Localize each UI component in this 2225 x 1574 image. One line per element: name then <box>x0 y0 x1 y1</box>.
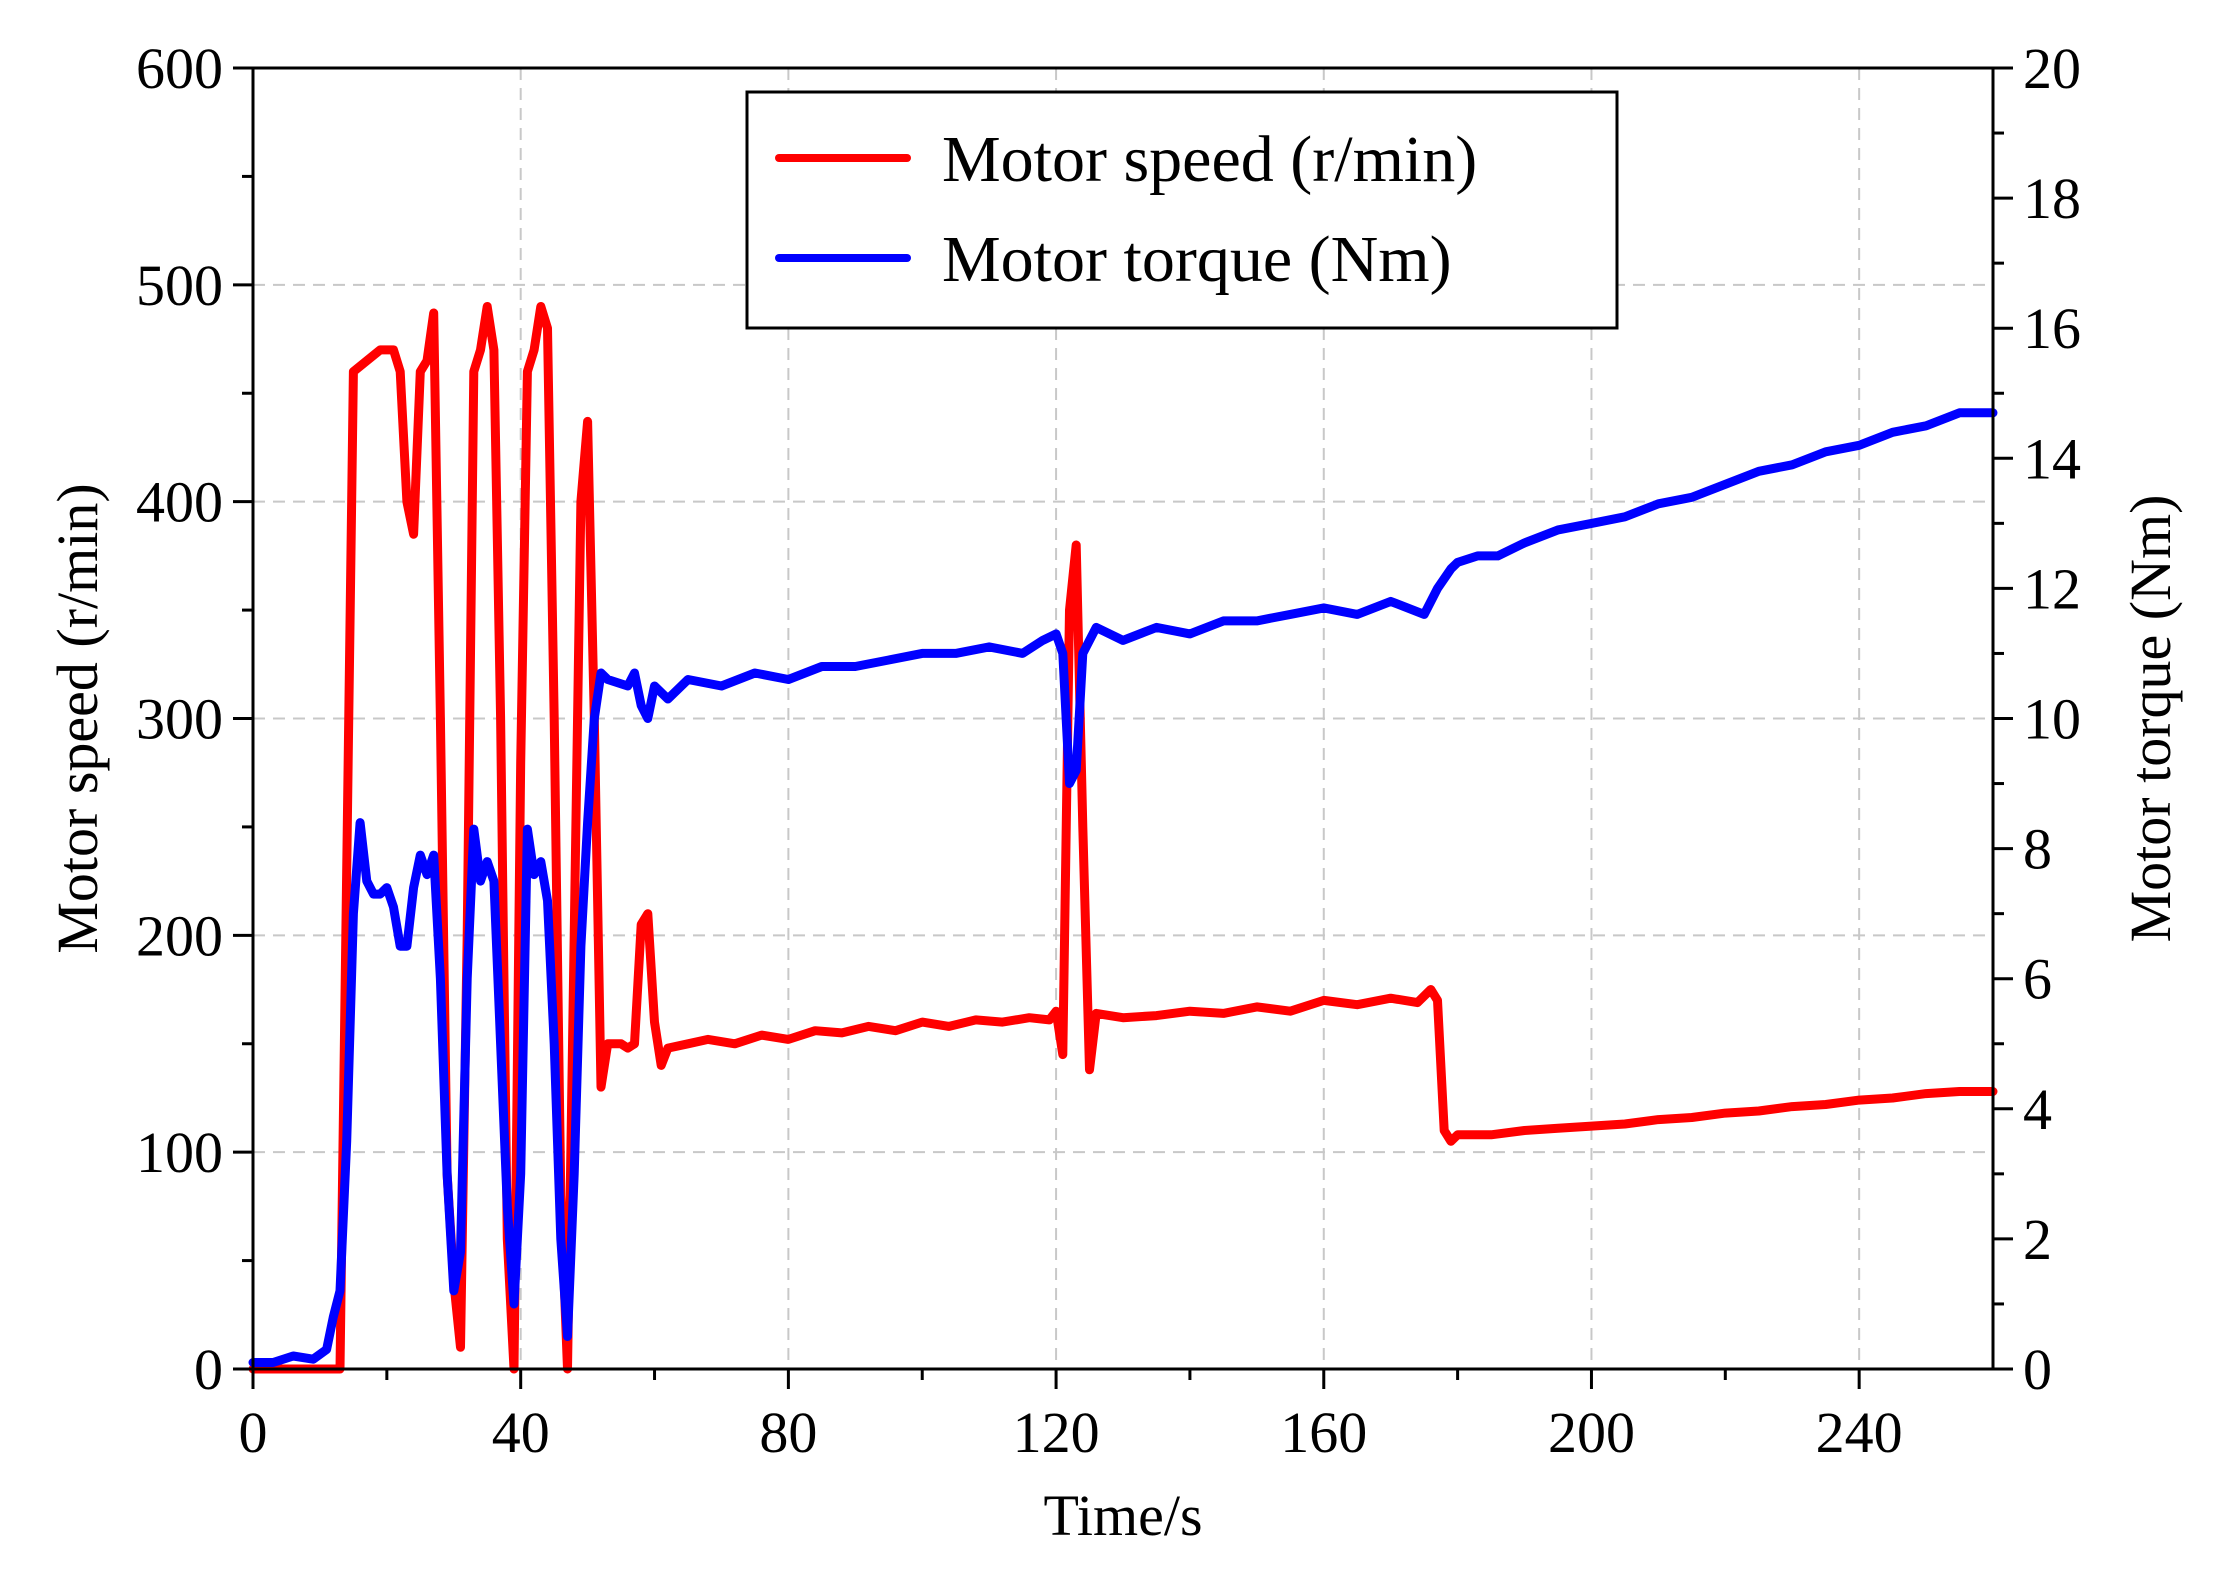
legend-label-motor-speed: Motor speed (r/min) <box>942 123 1477 196</box>
x-tick-label: 200 <box>1548 1400 1635 1465</box>
y-tick-label-right: 14 <box>2023 426 2081 491</box>
y-tick-label-left: 300 <box>136 687 223 752</box>
x-tick-label: 160 <box>1280 1400 1367 1465</box>
x-tick-label: 80 <box>759 1400 817 1465</box>
y-tick-label-right: 10 <box>2023 687 2081 752</box>
y-tick-label-right: 12 <box>2023 556 2081 621</box>
y-tick-label-left: 400 <box>136 470 223 535</box>
x-tick-label: 120 <box>1013 1400 1100 1465</box>
y-tick-label-left: 200 <box>136 903 223 968</box>
y-axis-title-left: Motor speed (r/min) <box>45 483 110 953</box>
legend-box <box>745 90 1619 330</box>
series-line-motor-speed <box>248 302 1998 1374</box>
y-axis-title-right: Motor torque (Nm) <box>2118 495 2183 943</box>
tick-labels: 0 40 80 120 160 200 240 0 100 200 300 400 500 600 0 2 4 6… <box>136 36 2081 1465</box>
legend-label-motor-torque: Motor torque (Nm) <box>942 223 1452 296</box>
series-layer <box>248 302 1998 1374</box>
y-tick-label-right: 0 <box>2023 1337 2052 1402</box>
y-tick-label-right: 2 <box>2023 1207 2052 1272</box>
x-tick-label: 240 <box>1816 1400 1903 1465</box>
y-tick-label-left: 0 <box>194 1337 223 1402</box>
x-axis-title: Time/s <box>1043 1483 1202 1548</box>
legend: Motor speed (r/min) Motor torque (Nm) <box>745 90 1619 330</box>
x-tick-label: 0 <box>239 1400 268 1465</box>
y-tick-label-right: 6 <box>2023 947 2052 1012</box>
y-tick-label-right: 18 <box>2023 166 2081 231</box>
series-line-motor-torque <box>248 408 1998 1367</box>
y-tick-label-left: 500 <box>136 253 223 318</box>
y-tick-label-right: 8 <box>2023 817 2052 882</box>
y-tick-label-left: 100 <box>136 1120 223 1185</box>
axis-ticks <box>233 66 2013 1389</box>
y-tick-label-left: 600 <box>136 36 223 101</box>
y-tick-label-right: 20 <box>2023 36 2081 101</box>
y-tick-label-right: 16 <box>2023 296 2081 361</box>
y-tick-label-right: 4 <box>2023 1077 2052 1142</box>
x-tick-label: 40 <box>492 1400 550 1465</box>
